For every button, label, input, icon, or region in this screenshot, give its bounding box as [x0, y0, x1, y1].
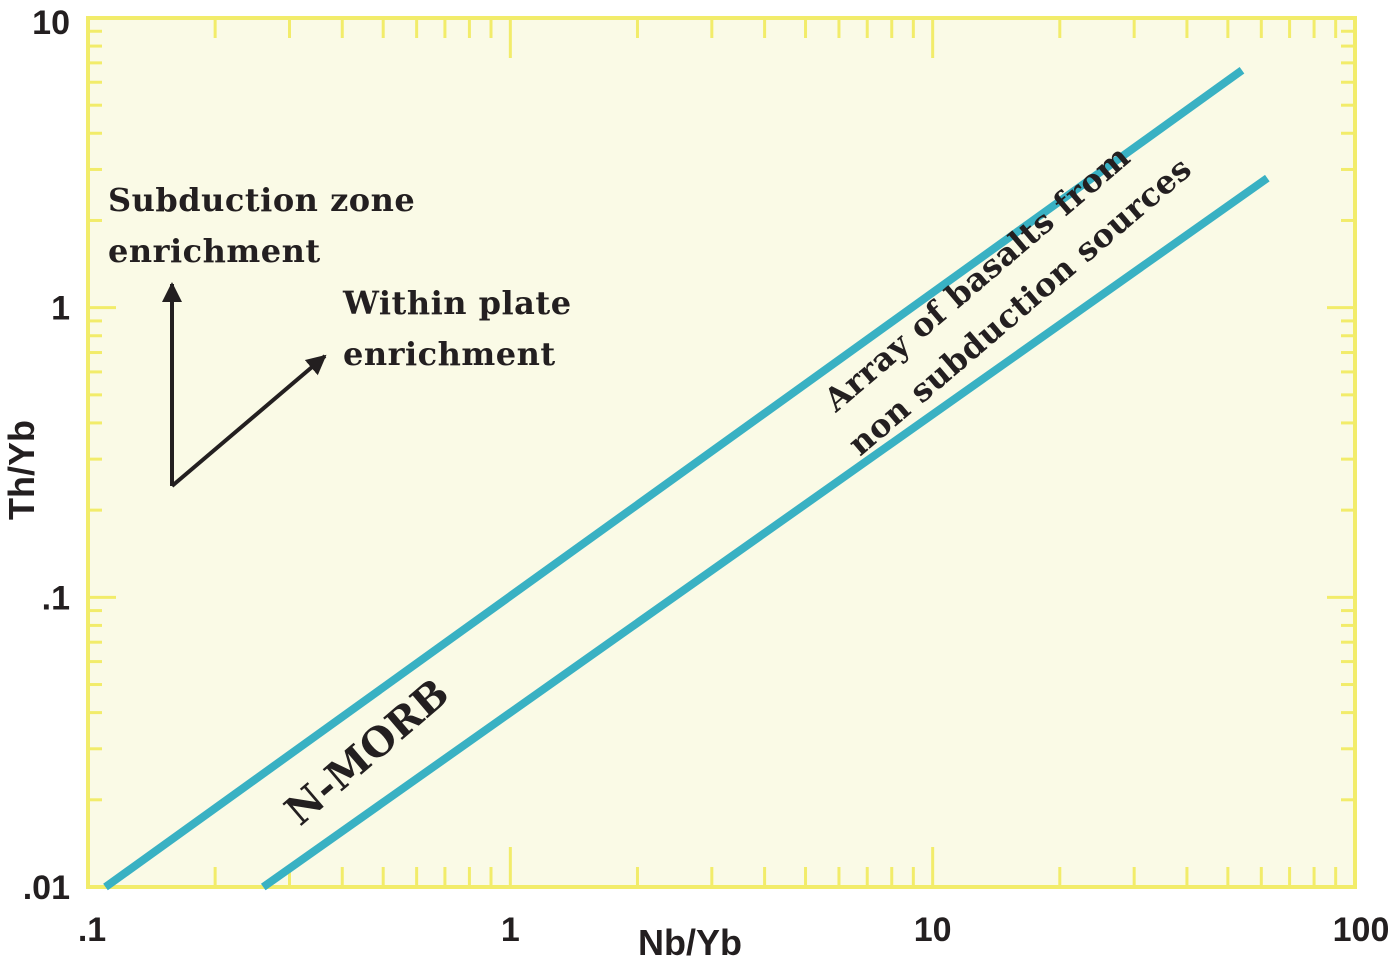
- within-plate-label-line1: Within plate: [342, 284, 572, 322]
- y-tick-label: .01: [23, 869, 70, 907]
- x-tick-label: 1: [501, 911, 520, 949]
- subduction-annotation: Subduction zone enrichment: [108, 181, 415, 270]
- x-tick-label: .1: [78, 911, 106, 949]
- within-plate-label-line2: enrichment: [343, 335, 556, 373]
- tick-marks: [88, 18, 1355, 887]
- subduction-label-line1: Subduction zone: [108, 181, 415, 219]
- plot-frame: [86, 16, 1357, 889]
- x-tick-label: 100: [1333, 911, 1390, 949]
- y-axis-title: Th/Yb: [1, 420, 42, 520]
- within-plate-arrow: [170, 354, 327, 488]
- subduction-label-line2: enrichment: [108, 232, 321, 270]
- y-tick-label: 1: [51, 290, 70, 328]
- within-plate-annotation: Within plate enrichment: [342, 284, 572, 373]
- array-line-upper: [103, 67, 1245, 891]
- y-tick-label: .1: [42, 579, 70, 617]
- y-tick-label: 10: [32, 4, 70, 42]
- array-line-lower: [260, 174, 1270, 891]
- plot-area: [88, 18, 1355, 887]
- data-lines: [103, 67, 1270, 891]
- x-tick-label: 10: [914, 911, 952, 949]
- x-axis-title: Nb/Yb: [638, 922, 742, 957]
